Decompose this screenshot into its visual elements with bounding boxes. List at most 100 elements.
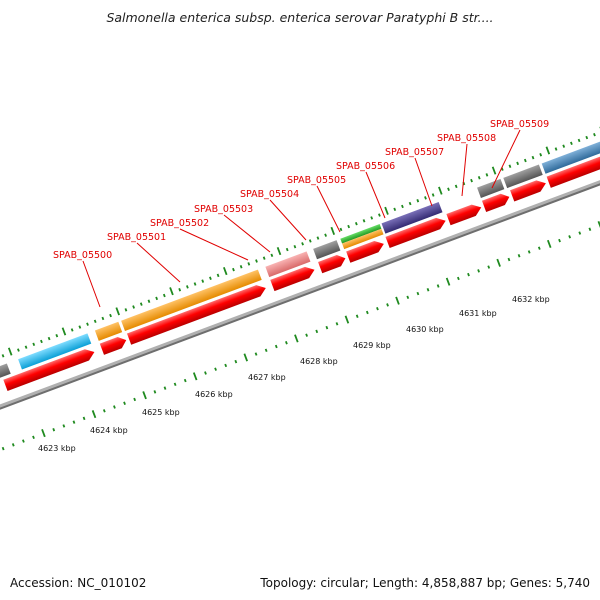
minor-tick [531,155,535,160]
leader-line [179,228,249,261]
gene-label: SPAB_05508 [437,133,496,144]
major-tick [142,391,147,400]
minor-tick [274,344,278,349]
minor-tick [354,221,358,226]
minor-tick [209,276,212,280]
feature-navy[interactable] [381,201,443,234]
minor-tick [401,204,404,209]
major-tick [169,287,174,296]
minor-tick [109,313,112,318]
minor-tick [193,282,197,286]
cds-arrow[interactable] [446,202,483,226]
cds-arrow[interactable] [546,152,600,188]
cds-arrow[interactable] [510,178,548,202]
upper-tick-row [1,126,600,358]
minor-tick [32,435,35,440]
feature-pink[interactable] [265,251,311,278]
minor-tick [285,341,288,345]
backbone [0,165,600,423]
minor-tick [17,348,20,352]
minor-tick [508,164,512,168]
minor-tick [315,329,319,334]
cds-arrow[interactable] [99,335,129,355]
minor-tick [470,178,473,183]
major-tick [61,327,67,336]
gene-label: SPAB_05503 [194,204,253,215]
minor-tick [178,288,182,292]
minor-tick [155,296,159,301]
minor-tick [86,322,89,326]
feature-gray[interactable] [503,164,543,189]
feature-gray[interactable] [313,240,341,260]
minor-tick [293,244,297,249]
minor-tick [426,288,430,292]
minor-tick [406,295,410,300]
minor-tick [416,199,420,203]
minor-tick [102,409,106,413]
minor-tick [537,246,541,250]
minor-tick [113,405,116,409]
feature-green[interactable] [340,224,382,244]
kbp-label: 4623 kbp [38,444,76,453]
major-tick [344,315,350,324]
minor-tick [335,322,339,326]
leader-line [82,260,101,308]
minor-tick [324,233,327,237]
minor-tick [1,446,5,451]
minor-tick [40,339,43,344]
feature-steel[interactable] [541,139,600,174]
minor-tick [47,336,51,341]
major-tick [243,353,249,362]
major-tick [384,206,389,215]
minor-tick [516,161,520,166]
minor-tick [562,144,566,148]
minor-tick [316,236,320,240]
minor-tick [554,147,558,151]
genome-title: Salmonella enterica subsp. enterica sero… [106,10,494,25]
minor-tick [457,276,460,281]
feature-cyan[interactable] [18,333,92,370]
cds-arrow[interactable] [3,346,96,391]
feature-gray[interactable] [477,178,505,198]
minor-tick [305,333,309,337]
major-tick [7,347,13,356]
feature-gray[interactable] [0,363,11,378]
minor-tick [477,269,480,273]
minor-tick [214,367,217,371]
cds-arrow[interactable] [346,238,386,263]
cds-arrow[interactable] [481,191,511,212]
major-tick [330,226,336,235]
minor-tick [424,196,427,200]
minor-tick [285,247,289,252]
minor-tick [558,238,561,243]
minor-tick [11,443,15,447]
minor-tick [32,342,36,347]
minor-tick [247,262,251,266]
cds-arrow[interactable] [126,282,268,345]
lower-tick-row [1,220,600,451]
cds-arrow[interactable] [270,264,316,292]
kbp-scale-labels: 4623 kbp 4624 kbp 4625 kbp 4626 kbp 4627 kbp… [38,295,550,453]
feature-orange[interactable] [342,228,384,250]
feature-orange[interactable] [121,269,262,332]
minor-tick [82,416,86,421]
minor-tick [408,201,412,206]
kbp-label: 4627 kbp [248,373,286,382]
minor-tick [201,279,205,283]
feature-orange[interactable] [94,321,123,341]
minor-tick [123,401,126,405]
kbp-label: 4631 kbp [459,309,497,318]
gene-label: SPAB_05504 [240,189,299,200]
minor-tick [133,397,137,402]
minor-tick [339,227,343,232]
minor-tick [163,386,167,390]
kbp-label: 4629 kbp [353,341,391,350]
minor-tick [78,325,82,329]
major-tick [192,372,198,381]
accession-text: Accession: NC_010102 [10,576,147,590]
cds-arrow[interactable] [318,253,347,274]
minor-tick [355,314,359,318]
minor-tick [308,239,312,243]
cds-arrow[interactable] [385,215,447,249]
minor-tick [539,153,543,157]
